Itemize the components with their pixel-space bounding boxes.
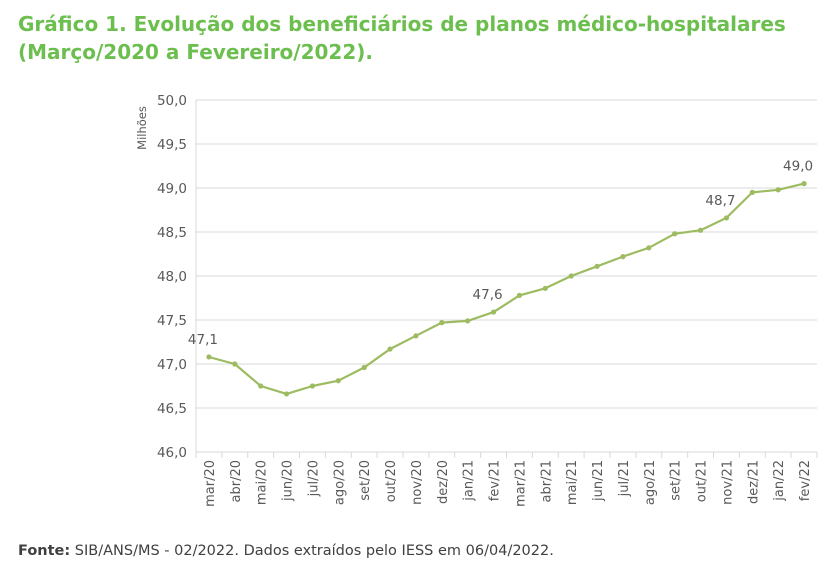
data-point [387,346,393,352]
x-tick-label: jul/21 [617,460,632,497]
data-point [542,285,548,291]
x-tick-label: out/21 [695,460,710,502]
y-axis-title: Milhões [135,106,149,150]
data-point [465,318,471,324]
data-point [775,187,781,193]
data-point [309,383,316,389]
data-point [413,333,419,339]
data-point [620,254,626,260]
y-tick-label: 46,5 [157,401,187,417]
data-point [439,320,445,326]
data-point [646,245,652,251]
x-tick-label: nov/20 [410,460,425,505]
data-label: 47,1 [188,332,218,348]
x-tick-label: jul/20 [306,460,321,497]
x-tick-label: fev/21 [488,460,503,501]
data-point [568,273,574,279]
data-label: 47,6 [473,287,503,303]
data-point [723,215,730,221]
y-tick-label: 49,0 [157,181,187,197]
x-tick-label: abr/21 [539,460,554,503]
chart-title-line-2: (Março/2020 a Fevereiro/2022). [18,40,373,64]
data-point [232,361,238,367]
source-label: Fonte: [18,543,71,559]
x-tick-label: jun/20 [281,460,296,502]
data-point [206,354,212,360]
data-point [490,309,497,315]
data-point [283,391,290,397]
x-tick-label: jan/22 [772,460,787,502]
data-label: 48,7 [705,193,735,209]
x-tick-label: mai/20 [255,460,270,505]
chart-title: Gráfico 1. Evolução dos beneficiários de… [18,10,818,66]
data-point [749,189,755,195]
x-tick-label: jan/21 [462,460,477,502]
source-note: Fonte: SIB/ANS/MS - 02/2022. Dados extra… [18,543,554,559]
source-text: SIB/ANS/MS - 02/2022. Dados extraídos pe… [70,543,554,559]
x-tick-label: set/21 [669,460,684,501]
data-point [594,263,600,269]
data-label: 49,0 [783,159,813,175]
data-point [801,181,807,187]
data-point [672,231,678,237]
x-tick-label: mar/21 [513,460,528,507]
x-tick-label: nov/21 [720,460,735,505]
data-point [335,378,341,384]
x-tick-label: jun/21 [591,460,606,502]
y-tick-label: 48,5 [157,225,187,241]
y-tick-label: 49,5 [157,137,187,153]
y-tick-label: 47,0 [157,357,187,373]
x-tick-label: ago/20 [332,460,347,505]
x-tick-label: mar/20 [203,460,218,507]
x-tick-label: out/20 [384,460,399,502]
x-tick-label: mai/21 [565,460,580,505]
chart-title-line-1: Gráfico 1. Evolução dos beneficiários de… [18,12,786,36]
x-tick-label: dez/21 [746,460,761,504]
y-tick-label: 46,0 [157,445,187,461]
x-tick-label: dez/20 [436,460,451,504]
x-tick-label: set/20 [358,460,373,501]
y-tick-label: 47,5 [157,313,187,329]
y-tick-label: 48,0 [157,269,187,285]
x-tick-label: ago/21 [643,460,658,505]
y-tick-label: 50,0 [157,93,187,109]
data-point [258,383,264,389]
data-point [361,364,367,371]
x-tick-label: abr/20 [229,460,244,503]
data-point [516,292,523,298]
series-line [208,182,805,395]
data-point [697,227,704,233]
x-tick-label: fev/22 [798,460,813,501]
